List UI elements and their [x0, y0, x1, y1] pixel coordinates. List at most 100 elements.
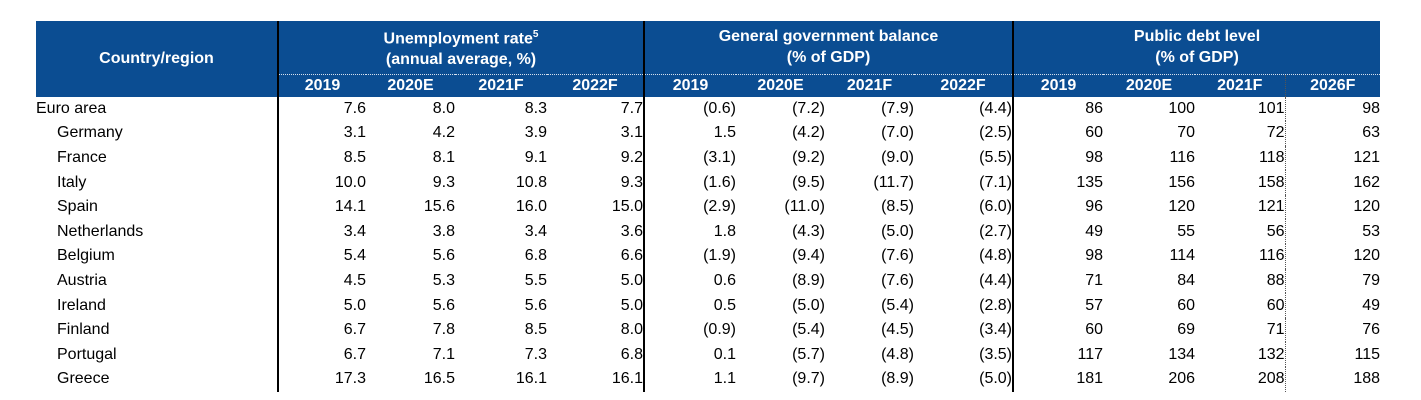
value-cell: 15.6 [423, 198, 455, 216]
value-cell: 0.5 [643, 293, 736, 318]
value-cell: 98 [1012, 145, 1104, 171]
value-cell: 134 [1168, 345, 1196, 363]
value-cell: 4.5 [277, 268, 366, 294]
value-cell: (3.1) [643, 145, 736, 171]
country-name: Finland [57, 321, 110, 339]
value-cell: 181 [1012, 367, 1104, 392]
value-cell: 3.1 [277, 121, 366, 146]
value-cell: 10.8 [515, 173, 547, 191]
table-row: Germany 3.1 4.2 3.9 3.1 1.5 (4.2) (7.0) (2.5) 60 7… [36, 121, 1381, 146]
value-cell: (7.0) [881, 124, 914, 142]
country-name: Ireland [57, 296, 106, 314]
value-cell: (4.4) [979, 99, 1013, 117]
value-cell: 100 [1168, 99, 1196, 117]
value-cell: 156 [1168, 173, 1196, 191]
table-row: France 8.5 8.1 9.1 9.2 (3.1) (9.2) (9.0) (5.5) 98… [36, 145, 1381, 171]
group-subtitle: (annual average, %) [385, 51, 537, 69]
value-cell: (2.9) [643, 194, 736, 220]
table-row: Ireland 5.0 5.6 5.6 5.0 0.5 (5.0) (5.4) (2.8) 57 6… [36, 293, 1381, 318]
value-cell: 1.5 [643, 121, 736, 146]
year-header: 2022F [940, 76, 986, 94]
year-header: 2019 [643, 74, 736, 97]
value-cell: 3.4 [277, 219, 366, 245]
value-cell: 120 [1284, 244, 1381, 269]
value-cell: (8.9) [792, 271, 825, 289]
value-cell: 3.1 [620, 124, 643, 142]
value-cell: 84 [1177, 271, 1196, 289]
value-cell: 7.8 [432, 321, 455, 339]
value-cell: 5.0 [620, 271, 643, 289]
value-cell: 114 [1169, 247, 1196, 265]
gov-balance-group-header: General government balance (% of GDP) [642, 21, 1014, 75]
value-cell: 5.0 [620, 296, 643, 314]
value-cell: 6.7 [277, 342, 366, 368]
value-cell: 69 [1177, 321, 1196, 339]
value-cell: (9.5) [792, 173, 825, 191]
value-cell: (7.9) [881, 99, 914, 117]
value-cell: 120 [1168, 198, 1196, 216]
year-header: 2020E [1125, 76, 1173, 94]
value-cell: 101 [1257, 99, 1285, 117]
value-cell: (2.5) [979, 124, 1013, 142]
value-cell: (4.8) [881, 345, 914, 363]
unemployment-group-header: Unemployment rate5 (annual average, %) [277, 21, 644, 75]
value-cell: (8.9) [881, 370, 914, 388]
value-cell: 4.2 [432, 124, 455, 142]
value-cell: 188 [1284, 367, 1381, 392]
value-cell: 0.6 [643, 268, 736, 294]
value-cell: 60 [1012, 317, 1104, 343]
value-cell: 5.6 [432, 296, 455, 314]
value-cell: 121 [1257, 198, 1285, 216]
value-cell: (7.6) [881, 247, 914, 265]
country-name: Italy [57, 173, 87, 191]
country-name: Netherlands [57, 222, 144, 240]
public-debt-group-header: Public debt level (% of GDP) [1012, 21, 1381, 75]
value-cell: (1.6) [643, 170, 736, 195]
value-cell: 72 [1266, 124, 1285, 142]
value-cell: 16.1 [611, 370, 643, 388]
value-cell: 5.4 [277, 244, 366, 269]
table-row: Euro area 7.6 8.0 8.3 7.7 (0.6) (7.2) (7.9) (4.4… [36, 96, 1381, 122]
value-cell: 98 [1284, 96, 1381, 122]
country-name: Germany [57, 124, 123, 142]
value-cell: 56 [1266, 222, 1285, 240]
value-cell: 53 [1284, 219, 1381, 245]
value-cell: 49 [1012, 219, 1104, 245]
value-cell: (4.5) [881, 321, 914, 339]
value-cell: 1.8 [643, 219, 736, 245]
value-cell: (9.7) [792, 370, 825, 388]
value-cell: (9.0) [881, 148, 914, 166]
value-cell: (2.8) [979, 296, 1013, 314]
value-cell: 6.8 [524, 247, 547, 265]
table-row: Austria 4.5 5.3 5.5 5.0 0.6 (8.9) (7.6) (4.4) 71 8… [36, 268, 1381, 294]
value-cell: 132 [1257, 345, 1285, 363]
value-cell: (0.9) [643, 317, 736, 343]
value-cell: 162 [1284, 170, 1381, 195]
year-header: 2020E [387, 76, 434, 94]
value-cell: 10.0 [277, 170, 366, 195]
value-cell: 88 [1266, 271, 1285, 289]
year-header: 2021F [478, 76, 524, 94]
value-cell: 3.4 [524, 222, 547, 240]
value-cell: 70 [1177, 124, 1196, 142]
value-cell: 6.7 [277, 317, 366, 343]
value-cell: 120 [1284, 194, 1381, 220]
value-cell: (11.7) [873, 173, 914, 191]
value-cell: 9.3 [620, 173, 643, 191]
value-cell: (5.4) [792, 321, 825, 339]
header-group-row: Country/region Unemployment rate5 (annua… [36, 21, 1381, 75]
country-name: Spain [57, 198, 98, 216]
value-cell: 5.0 [277, 293, 366, 318]
value-cell: 76 [1284, 317, 1381, 343]
value-cell: 3.6 [620, 222, 643, 240]
value-cell: 0.1 [643, 342, 736, 368]
table-body: Euro area 7.6 8.0 8.3 7.7 (0.6) (7.2) (7.9) (4.4… [36, 96, 1381, 392]
group-title: General government balance [718, 28, 939, 46]
header-year-row: 2019 2020E 2021F 2022F 2019 2020E 2021F … [36, 74, 1381, 97]
value-cell: 5.6 [524, 296, 547, 314]
value-cell: 3.9 [524, 124, 547, 142]
value-cell: (9.4) [792, 247, 825, 265]
value-cell: 158 [1257, 173, 1285, 191]
value-cell: 16.1 [515, 370, 547, 388]
table-row: Belgium 5.4 5.6 6.8 6.6 (1.9) (9.4) (7.6) (4.8) 9… [36, 244, 1381, 269]
